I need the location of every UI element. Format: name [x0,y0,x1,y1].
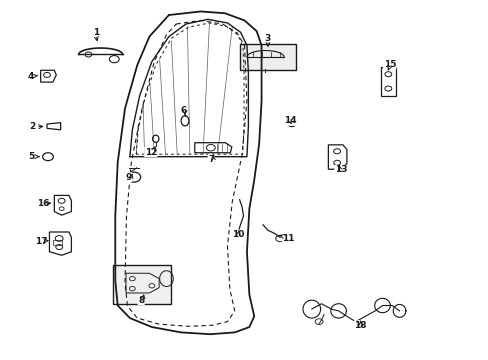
Text: 10: 10 [232,230,244,239]
Text: 12: 12 [144,148,157,157]
Bar [53,240,61,244]
Text: 15: 15 [383,60,395,69]
Text: 1: 1 [92,28,99,37]
Text: 18: 18 [354,321,366,330]
Text: 7: 7 [208,155,214,164]
Text: 3: 3 [264,34,270,43]
Text: 16: 16 [37,199,50,208]
Text: 4: 4 [28,72,34,81]
Text: 17: 17 [35,237,47,246]
Text: 5: 5 [28,152,34,161]
FancyBboxPatch shape [113,265,171,304]
Text: 14: 14 [284,116,296,125]
FancyBboxPatch shape [240,44,295,69]
Text: 6: 6 [180,105,186,114]
Text: 2: 2 [29,122,36,131]
Text: 9: 9 [125,173,131,182]
Text: 11: 11 [282,234,294,243]
Text: 8: 8 [138,296,144,305]
Text: 13: 13 [334,166,346,175]
